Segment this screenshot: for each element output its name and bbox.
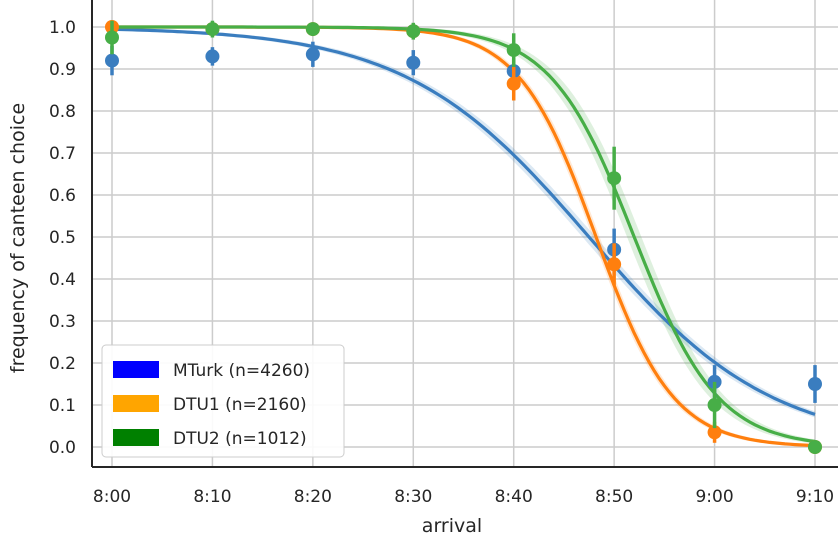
y-tick-label: 0.0	[49, 438, 76, 458]
data-point	[808, 377, 822, 391]
data-point	[205, 22, 220, 37]
y-tick-label: 0.3	[49, 312, 76, 332]
legend-swatch	[113, 361, 159, 378]
y-tick-label: 0.8	[49, 102, 76, 122]
data-point	[506, 76, 521, 91]
x-tick-label: 9:00	[695, 487, 733, 507]
legend-label: MTurk (n=4260)	[173, 361, 310, 381]
y-axis-label: frequency of canteen choice	[7, 103, 29, 373]
x-axis-label: arrival	[422, 515, 482, 537]
data-point	[305, 22, 320, 37]
y-tick-label: 0.6	[49, 186, 76, 206]
x-tick-label: 8:40	[495, 487, 533, 507]
data-point	[607, 257, 622, 272]
y-tick-label: 0.1	[49, 396, 76, 416]
x-tick-labels: 8:00 8:10 8:20 8:30 8:40 8:50 9:00 9:10	[93, 487, 834, 507]
x-tick-label: 8:10	[193, 487, 231, 507]
x-tick-label: 8:50	[595, 487, 633, 507]
y-tick-label: 0.2	[49, 354, 76, 374]
data-point	[808, 440, 822, 454]
fitted-curve-0	[111, 27, 816, 416]
y-tick-label: 1.0	[49, 18, 76, 38]
data-point	[105, 53, 119, 68]
data-point	[205, 49, 220, 64]
fitted-curve-2	[112, 25, 816, 444]
data-point	[406, 55, 421, 70]
data-point	[506, 43, 521, 58]
confidence-band-0	[112, 27, 815, 418]
fitted-curves	[111, 25, 816, 448]
data-point	[406, 24, 421, 39]
x-tick-label: 8:20	[294, 487, 332, 507]
x-tick-label: 8:00	[93, 487, 131, 507]
legend-box	[101, 344, 345, 458]
legend: MTurk (n=4260) DTU1 (n=2160) DTU2 (n=1012)	[101, 344, 345, 458]
x-tick-label: 9:10	[796, 487, 834, 507]
y-tick-label: 0.9	[49, 60, 76, 80]
y-tick-label: 0.5	[49, 228, 76, 248]
y-tick-label: 0.7	[49, 144, 76, 164]
data-point	[707, 398, 722, 412]
axes	[91, 0, 838, 468]
data-point	[707, 425, 722, 440]
data-point	[105, 30, 119, 45]
data-point	[607, 171, 622, 186]
legend-label: DTU2 (n=1012)	[173, 429, 307, 449]
y-tick-label: 0.4	[49, 270, 76, 290]
legend-swatch	[113, 395, 159, 412]
legend-swatch	[113, 429, 159, 446]
legend-label: DTU1 (n=2160)	[173, 395, 307, 415]
data-point	[305, 47, 320, 62]
x-tick-label: 8:30	[394, 487, 432, 507]
data-points	[105, 20, 822, 454]
y-tick-labels: 0.0 0.1 0.2 0.3 0.4 0.5 0.6 0.7 0.8 0.9 1.0	[49, 18, 76, 458]
